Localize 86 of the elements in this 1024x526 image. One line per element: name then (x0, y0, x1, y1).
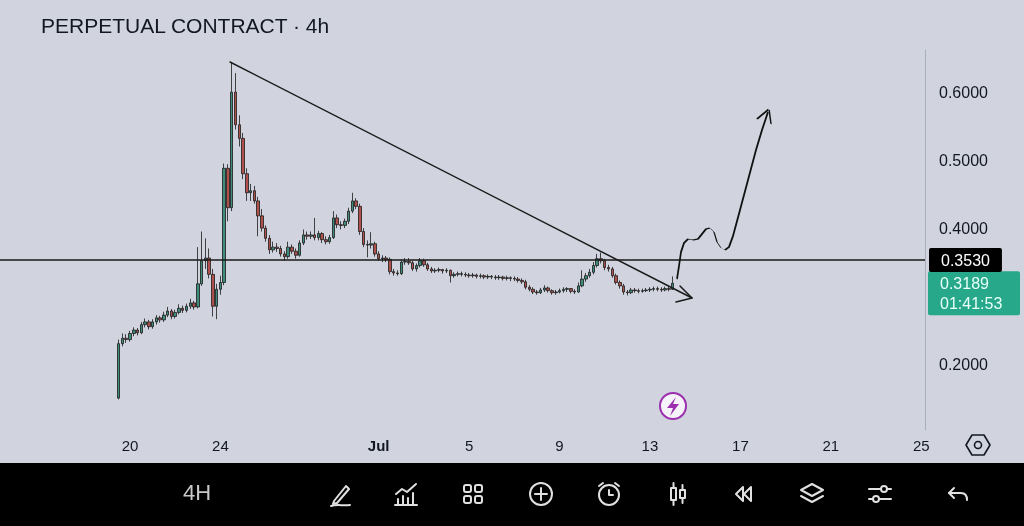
candlestick (565, 286, 569, 293)
candlestick (562, 286, 565, 294)
candlestick (467, 272, 471, 279)
x-tick-label: Jul (367, 437, 390, 454)
candlestick (332, 210, 335, 240)
candlestick (475, 273, 478, 279)
x-tick-label: 24 (212, 437, 229, 454)
candlestick (509, 275, 512, 282)
candlestick (644, 287, 648, 293)
candlestick (177, 303, 181, 315)
candlestick (622, 283, 625, 296)
text: 0.3189 (940, 274, 990, 292)
candlestick (437, 267, 441, 273)
candlestick (452, 271, 456, 279)
y-tick-label: 0.5000 (939, 151, 989, 169)
candlestick (535, 289, 539, 296)
text: 01:41:53 (940, 294, 1003, 312)
candlestick (471, 272, 475, 279)
y-tick-label: 0.2000 (939, 355, 989, 373)
candlestick (155, 314, 158, 326)
y-tick-label: 0.6000 (939, 83, 989, 101)
x-tick-label: 20 (121, 437, 139, 454)
candlestick (147, 319, 151, 330)
candlestick (516, 276, 520, 283)
candlestick (656, 286, 659, 292)
candlestick (426, 262, 429, 272)
candlestick (494, 274, 497, 281)
x-tick-label: 25 (912, 437, 930, 454)
candlestick (185, 303, 188, 313)
candlestick (486, 273, 490, 280)
candlestick (524, 279, 527, 290)
candlestick (550, 288, 554, 296)
x-tick-label: 9 (555, 437, 564, 454)
candlestick (456, 271, 460, 277)
candlestick (290, 244, 294, 255)
x-tick-label: 5 (464, 437, 474, 454)
candlestick (641, 288, 644, 294)
candlestick (162, 311, 166, 323)
candlestick (652, 286, 655, 292)
x-tick-label: 21 (822, 437, 840, 454)
candlestick (166, 306, 169, 318)
candlestick (140, 321, 143, 335)
candlestick (539, 287, 542, 295)
candlestick (629, 287, 633, 295)
candlestick (170, 308, 173, 320)
candlestick (520, 278, 524, 285)
candlestick (546, 286, 550, 294)
candlestick (305, 231, 309, 241)
candlestick (497, 274, 501, 281)
candlestick (637, 288, 640, 294)
x-tick-label: 13 (641, 437, 659, 454)
candlestick (633, 287, 637, 294)
candlestick (490, 274, 493, 280)
candlestick (189, 298, 192, 310)
candlestick (449, 269, 452, 283)
candlestick (151, 318, 154, 330)
candlestick (554, 289, 558, 296)
candlestick (464, 271, 467, 278)
candlestick (501, 275, 505, 281)
candlestick (441, 268, 444, 275)
x-tick-label: 17 (732, 437, 749, 454)
y-tick-label: 0.4000 (939, 219, 989, 237)
candlestick (433, 267, 437, 274)
candlestick (279, 245, 282, 258)
candlestick (558, 288, 561, 294)
ref-line-label: 0.3530 (941, 251, 991, 269)
candlestick (275, 242, 279, 253)
candlestick (648, 286, 652, 293)
text: 4H (183, 480, 212, 506)
candlestick (128, 330, 132, 343)
candlestick (482, 273, 486, 280)
candlestick (479, 273, 482, 279)
candlestick (660, 286, 663, 293)
candlestick (313, 217, 316, 241)
chart-title: PERPETUAL CONTRACT · 4h (41, 14, 330, 37)
candlestick (505, 275, 509, 281)
candlestick (513, 275, 516, 282)
candlestick (124, 333, 128, 344)
candlestick (181, 305, 184, 314)
candlestick (584, 272, 588, 283)
candlestick (531, 286, 535, 295)
candlestick (569, 287, 573, 294)
candlestick (460, 271, 463, 277)
candlestick (324, 235, 328, 245)
candlestick (320, 231, 324, 244)
candlestick (663, 286, 667, 292)
